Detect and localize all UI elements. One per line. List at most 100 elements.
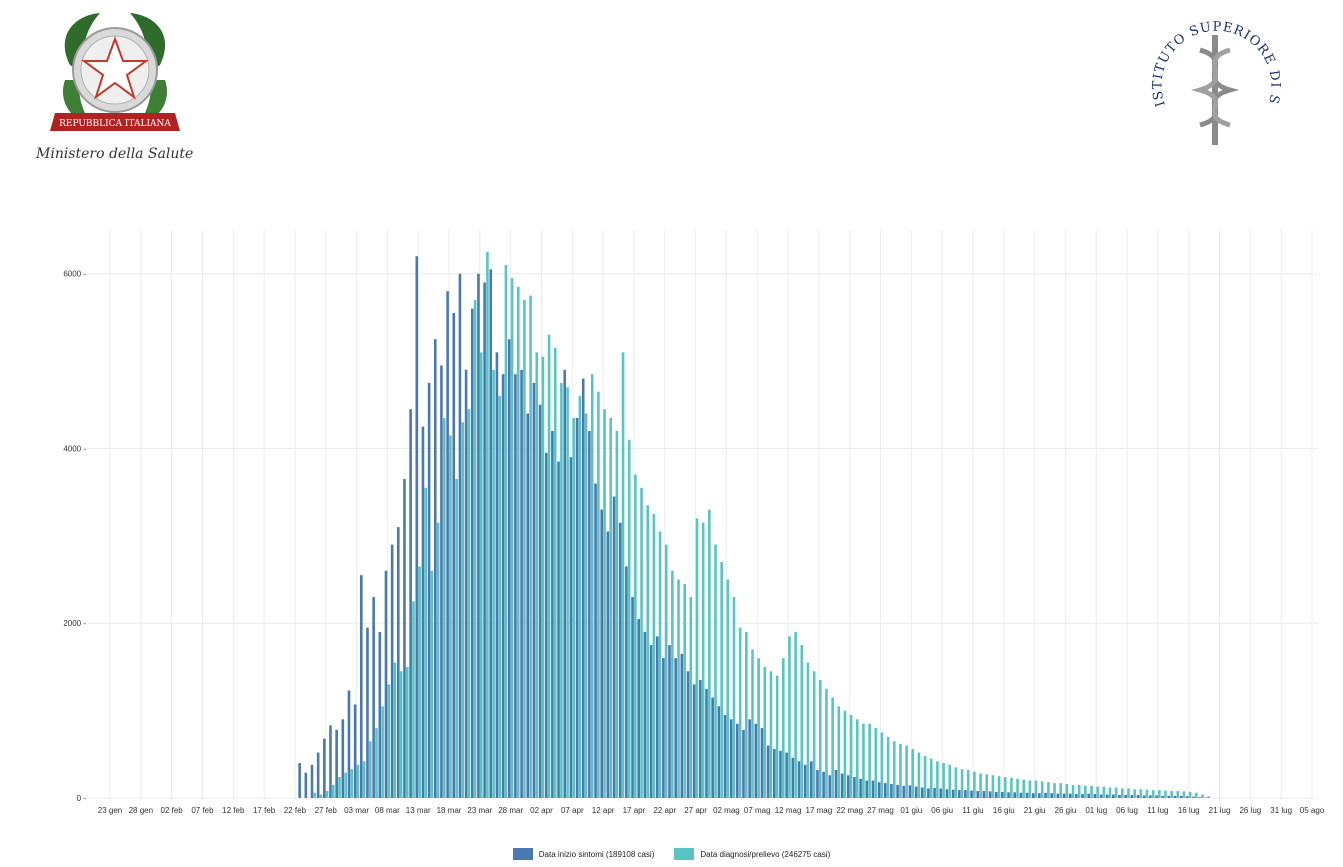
bar-diagnosis [369,741,372,798]
bar-onset [384,570,388,798]
bar-onset [1038,793,1041,798]
bar-onset [396,527,400,798]
x-tick-label: 07 mag [744,806,771,815]
bar-onset [773,749,776,798]
bar-onset [1007,792,1010,798]
bar-onset [754,723,758,798]
bar-diagnosis [1053,783,1056,798]
bar-onset [298,763,301,798]
bar-diagnosis [874,728,878,798]
bar-diagnosis [1201,794,1204,798]
x-tick-label: 05 ago [1300,806,1325,815]
bar-diagnosis [418,566,421,798]
bar-onset [1087,793,1090,798]
bar-onset [1001,791,1004,798]
bar-onset [908,785,912,798]
bar-onset [489,269,493,798]
bar-onset [853,777,856,798]
bars [298,251,1210,799]
bar-onset [581,378,585,798]
bar-diagnosis [1170,791,1173,798]
bar-diagnosis [590,374,594,798]
bar-diagnosis [412,601,415,798]
bar-onset [335,729,338,798]
bar-diagnosis [473,299,477,798]
bar-diagnosis [430,570,434,798]
bar-onset [785,752,788,798]
bar-diagnosis [936,761,939,798]
bar-diagnosis [886,736,890,798]
x-tick-label: 31 lug [1270,806,1292,815]
bar-diagnosis [1151,790,1155,798]
bar-onset [501,374,505,798]
bar-onset [1124,794,1127,798]
bar-diagnosis [1010,777,1013,798]
bar-onset [1062,793,1066,798]
bar-diagnosis [911,749,915,798]
bar-diagnosis [1096,786,1099,798]
bar-onset [834,770,838,798]
bar-diagnosis [917,752,921,798]
legend-label-diagnosis: Data diagnosi/prelievo (246275 casi) [700,849,831,859]
bar-diagnosis [387,684,391,798]
bar-diagnosis [991,775,995,798]
bar-onset [372,597,375,798]
bar-diagnosis [751,649,754,798]
bar-onset [988,791,992,798]
bar-onset [1081,794,1084,798]
x-tick-label: 02 apr [530,806,553,815]
bar-diagnosis [1034,780,1038,798]
bar-diagnosis [1139,789,1143,798]
bar-diagnosis [547,334,551,798]
bar-diagnosis [1047,782,1050,798]
bar-diagnosis [868,723,871,798]
x-tick-label: 13 mar [406,806,431,815]
bar-diagnosis [325,791,329,798]
bar-onset [440,365,443,798]
bar-onset [452,313,456,798]
bar-diagnosis [1188,791,1192,798]
bar-diagnosis [929,758,933,798]
bar-diagnosis [516,286,520,798]
x-tick-label: 01 giu [900,806,922,815]
bar-onset [945,789,949,798]
bar-onset [809,761,813,798]
bar-diagnosis [794,631,797,798]
bar-diagnosis [819,680,822,798]
x-tick-label: 23 gen [98,806,122,815]
bar-onset [680,653,684,798]
bar-diagnosis [313,792,317,798]
bar-diagnosis [609,417,613,798]
bar-diagnosis [825,688,828,798]
legend-item-diagnosis: Data diagnosi/prelievo (246275 casi) [674,848,830,860]
bar-diagnosis [584,413,588,798]
bar-diagnosis [732,597,736,798]
bar-onset [316,752,320,798]
x-tick-label: 17 mag [806,806,833,815]
bar-diagnosis [1158,790,1161,798]
bar-onset [729,719,733,798]
bar-diagnosis [769,671,773,798]
x-tick-label: 26 giu [1055,806,1077,815]
bar-diagnosis [1028,780,1032,798]
bar-onset [495,352,499,798]
bar-diagnosis [1121,788,1124,798]
grid-lines [88,230,1318,800]
bar-diagnosis [553,347,557,798]
bar-onset [692,684,696,798]
bar-diagnosis [745,631,748,798]
bar-diagnosis [1077,784,1081,798]
bar-diagnosis [689,597,693,798]
bar-onset [304,772,308,798]
bar-diagnosis [492,369,495,798]
bar-onset [1149,795,1152,798]
bar-onset [612,496,616,798]
bar-onset [797,761,801,798]
bar-onset [939,788,943,798]
bar-onset [1075,794,1078,798]
bar-diagnosis [381,706,384,798]
bar-diagnosis [566,387,569,798]
bar-onset [1050,793,1053,798]
bar-diagnosis [948,764,952,798]
bar-onset [575,417,579,798]
